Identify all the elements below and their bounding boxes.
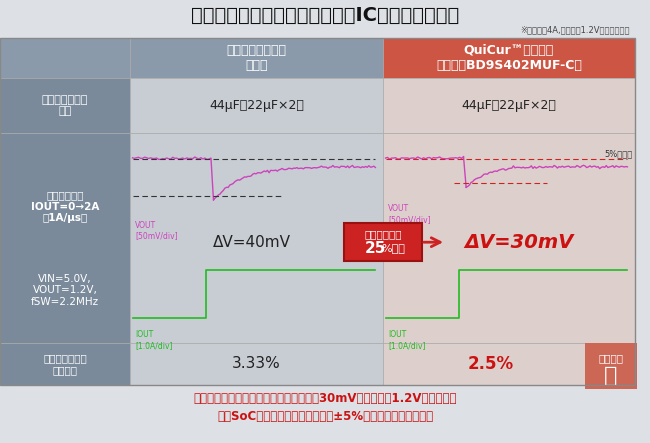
Text: 2.5%: 2.5%	[468, 355, 514, 373]
Text: IOUT
[1.0A/div]: IOUT [1.0A/div]	[388, 330, 426, 350]
Bar	[0, 38, 635, 385]
Text: 3.33%: 3.33%	[232, 357, 281, 372]
Text: 5%ライン: 5%ライン	[604, 149, 633, 158]
Bar	[383, 38, 635, 78]
Text: VOUT
[50mV/div]: VOUT [50mV/div]	[135, 221, 177, 241]
Text: 出力電圧からの
変動比率: 出力電圧からの 変動比率	[43, 353, 87, 375]
Bar	[0, 133, 130, 343]
FancyBboxPatch shape	[344, 223, 422, 261]
Text: 出力コンデンサ
容量: 出力コンデンサ 容量	[42, 95, 88, 117]
Text: VIN=5.0V,
VOUT=1.2V,
fSW=2.2MHz: VIN=5.0V, VOUT=1.2V, fSW=2.2MHz	[31, 274, 99, 307]
Text: VOUT
[50mV/div]: VOUT [50mV/div]	[388, 204, 431, 224]
Text: 先進SoC向けの低電圧出力時でも±5%の要求精度に対応可能: 先進SoC向けの低電圧出力時でも±5%の要求精度に対応可能	[217, 411, 433, 424]
Text: IOUT
[1.0A/div]: IOUT [1.0A/div]	[135, 330, 172, 350]
Bar	[383, 133, 635, 343]
Text: 44μF（22μF×2）: 44μF（22μF×2）	[462, 99, 556, 112]
Bar	[383, 78, 635, 133]
Bar	[130, 133, 383, 343]
Text: 44μF（22μF×2）: 44μF（22μF×2）	[209, 99, 304, 112]
Text: 出力電圧変動: 出力電圧変動	[364, 229, 402, 239]
Text: %低減: %低減	[381, 243, 405, 253]
Text: 業界トップクラス
一般品: 業界トップクラス 一般品	[226, 44, 287, 72]
FancyBboxPatch shape	[585, 343, 637, 389]
Text: 大: 大	[604, 366, 617, 386]
Text: 25: 25	[364, 241, 385, 256]
Bar	[130, 38, 383, 78]
Bar	[383, 343, 635, 385]
Text: 新製品は、業界トップクラスの安定動作30mV（出力電圧1.2V時）を達成: 新製品は、業界トップクラスの安定動作30mV（出力電圧1.2V時）を達成	[193, 392, 457, 405]
Bar	[130, 343, 383, 385]
Text: 負荷応答波形
IOUT=0→2A
（1A/μs）: 負荷応答波形 IOUT=0→2A （1A/μs）	[31, 190, 99, 223]
Text: QuiCur™技術搭載
新製品「BD9S402MUF-C」: QuiCur™技術搭載 新製品「BD9S402MUF-C」	[436, 44, 582, 72]
Text: ※出力電流4A,出力電圧1.2V対応品で評価: ※出力電流4A,出力電圧1.2V対応品で評価	[521, 26, 630, 35]
Bar	[0, 78, 130, 133]
Text: 車載セカンダリ電源用途、電源ICの応答性能比較: 車載セカンダリ電源用途、電源ICの応答性能比較	[191, 5, 459, 24]
Text: ΔV=30mV: ΔV=30mV	[464, 233, 574, 252]
Bar	[130, 78, 383, 133]
Bar	[0, 38, 130, 78]
Bar	[0, 343, 130, 385]
Text: ΔV=40mV: ΔV=40mV	[213, 235, 291, 250]
Text: 設計余裕: 設計余裕	[599, 353, 623, 363]
